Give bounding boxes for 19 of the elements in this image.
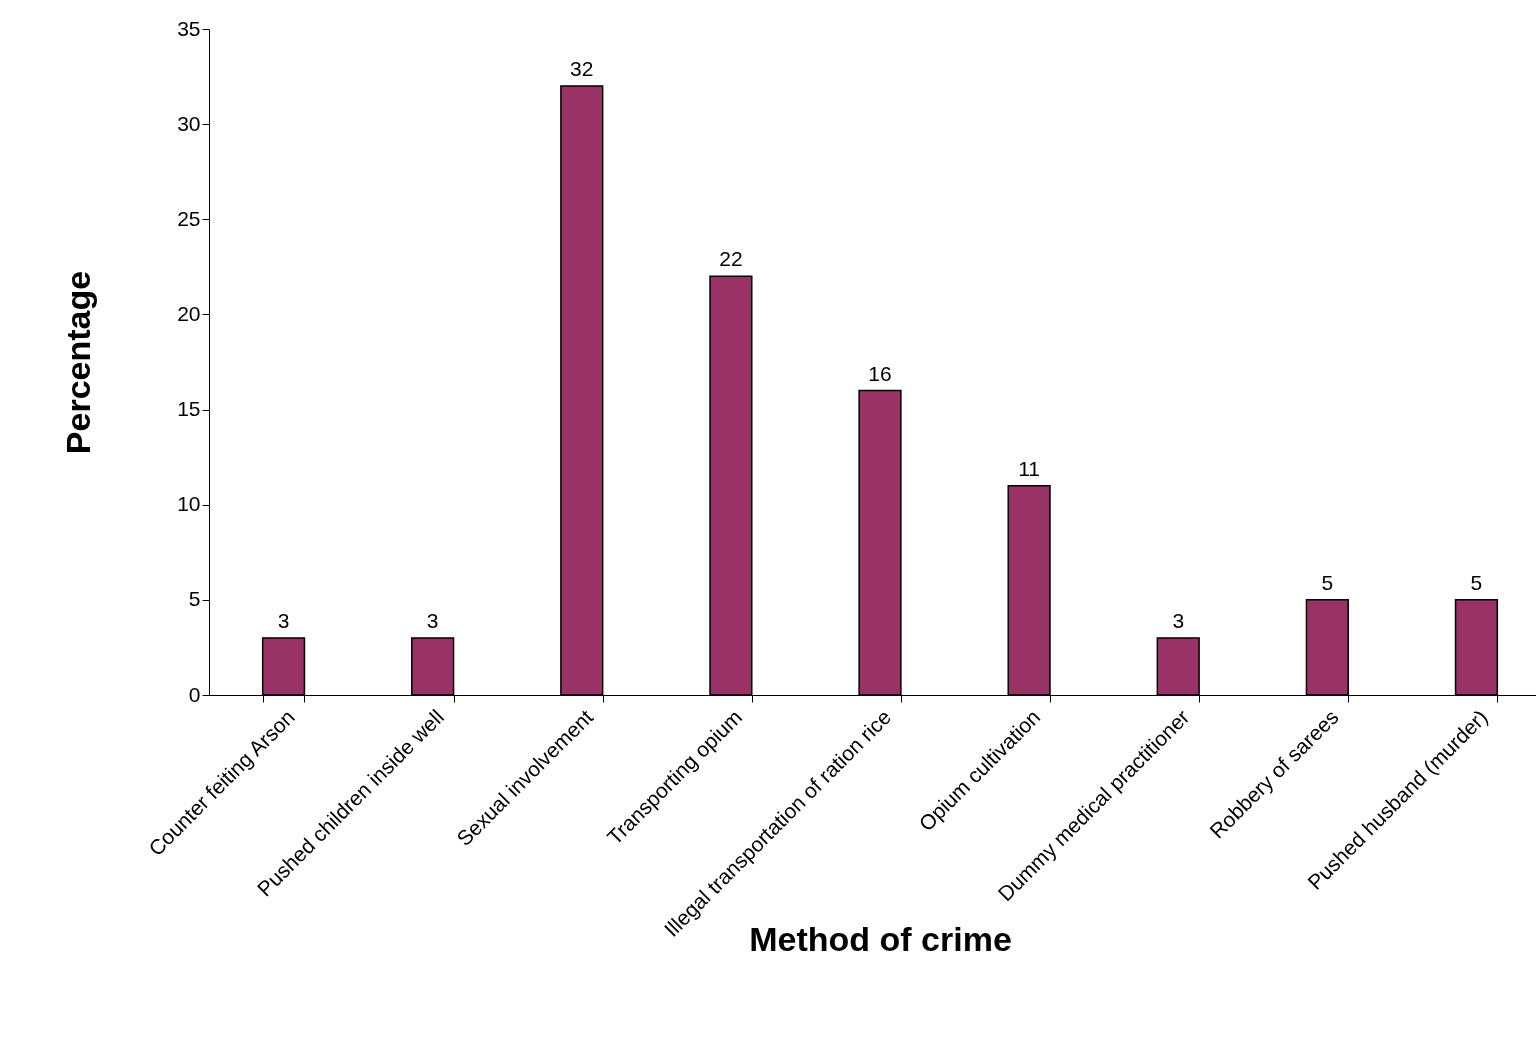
y-tick-label: 0 bbox=[188, 682, 201, 706]
data-label: 11 bbox=[1018, 456, 1041, 480]
y-tick-label: 15 bbox=[177, 397, 201, 421]
y-tick-label: 30 bbox=[177, 111, 201, 135]
data-label: 32 bbox=[570, 57, 594, 81]
y-tick-label: 20 bbox=[177, 301, 201, 325]
data-label: 5 bbox=[1321, 570, 1334, 594]
y-tick-label: 25 bbox=[177, 206, 201, 230]
y-axis-title: Percentage bbox=[59, 270, 98, 455]
data-label: 22 bbox=[719, 247, 743, 271]
data-label: 16 bbox=[868, 361, 892, 385]
y-tick-label: 35 bbox=[177, 16, 201, 40]
y-tick-label: 5 bbox=[188, 587, 201, 611]
y-tick-label: 10 bbox=[177, 492, 201, 516]
data-label: 3 bbox=[277, 608, 290, 632]
data-label: 3 bbox=[1172, 608, 1185, 632]
x-axis-title: Method of crime bbox=[749, 919, 1012, 958]
data-label: 5 bbox=[1470, 570, 1483, 594]
data-label: 3 bbox=[426, 608, 439, 632]
